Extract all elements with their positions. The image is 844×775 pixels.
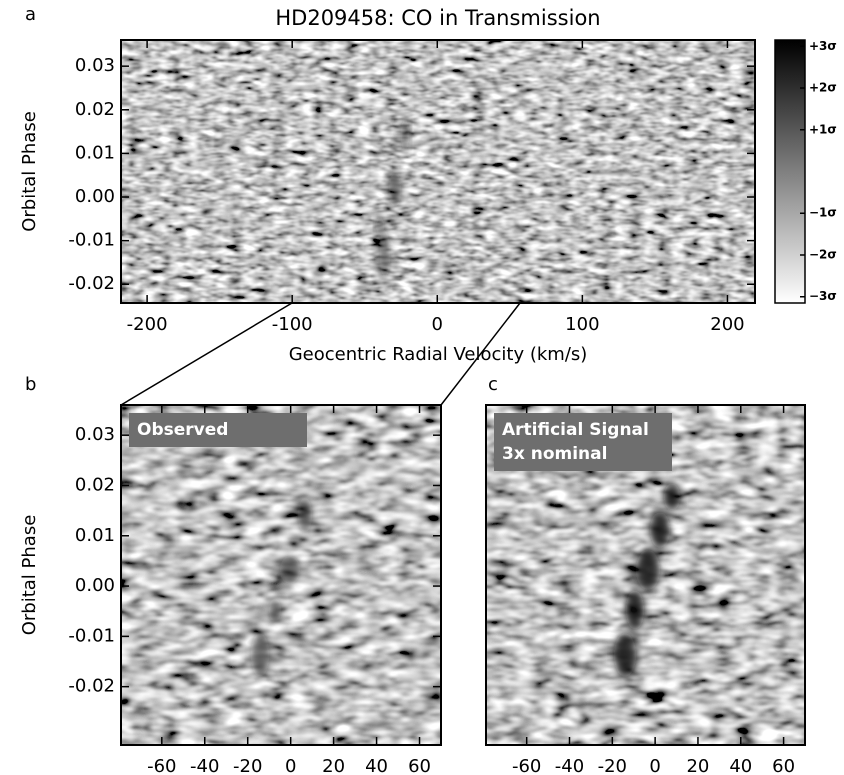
x-tick-label: 40: [365, 756, 388, 775]
y-tick-label: 0.03: [75, 55, 115, 76]
signal-trail: [376, 115, 409, 280]
y-tick-label: 0.01: [75, 525, 115, 546]
trail-blob: [636, 550, 660, 590]
plot-frame: [120, 404, 442, 746]
x-tick-label: 40: [729, 756, 752, 775]
y-tick-label: 0.02: [75, 99, 115, 120]
x-tick-label: 200: [710, 314, 744, 335]
annotation-box: [129, 413, 307, 447]
annotation-box: [494, 413, 672, 471]
trail-blob: [298, 497, 312, 533]
trail-blob: [401, 115, 409, 155]
x-tick-label: 60: [772, 756, 795, 775]
trail-blob: [389, 172, 401, 208]
colorbar-tick-label: +2σ: [809, 81, 837, 95]
signal-trail: [251, 497, 312, 677]
y-axis-label: Orbital Phase: [19, 111, 40, 232]
trail-blob: [269, 598, 281, 622]
x-tick-label: 0: [285, 756, 296, 775]
colorbar-tick-label: −2σ: [809, 247, 837, 261]
trail-blob: [650, 512, 670, 548]
zoom-line: [440, 302, 521, 406]
chart-title: HD209458: CO in Transmission: [275, 6, 600, 30]
x-axis-label: Geocentric Radial Velocity (km/s): [289, 344, 588, 365]
annotation: Artificial Signal: [502, 420, 649, 440]
annotation: 3x nominal: [502, 444, 607, 464]
trail-blob: [664, 483, 680, 511]
x-tick-label: 100: [565, 314, 599, 335]
signal-trail: [614, 483, 680, 677]
x-tick-label: -20: [598, 756, 627, 775]
colorbar-tick-label: −1σ: [809, 206, 837, 220]
x-tick-label: -100: [272, 314, 313, 335]
trail-blob: [251, 633, 269, 677]
x-tick-label: -40: [190, 756, 219, 775]
y-axis-label: Orbital Phase: [19, 515, 40, 636]
annotation: Observed: [137, 420, 228, 440]
y-tick-label: -0.01: [68, 230, 115, 251]
colorbar-tick-label: −3σ: [809, 289, 837, 303]
x-tick-label: 0: [432, 314, 443, 335]
trail-blob: [280, 556, 300, 584]
y-tick-label: -0.02: [68, 676, 115, 697]
y-tick-label: 0.01: [75, 142, 115, 163]
x-tick-label: -20: [233, 756, 262, 775]
x-tick-label: 0: [649, 756, 660, 775]
y-tick-label: -0.02: [68, 273, 115, 294]
colorbar: [774, 39, 806, 304]
plot-frame: [485, 404, 806, 746]
x-tick-label: -60: [512, 756, 541, 775]
y-tick-label: 0.00: [75, 575, 115, 596]
panel-label: c: [488, 374, 498, 395]
x-tick-label: 60: [408, 756, 431, 775]
y-tick-label: -0.01: [68, 625, 115, 646]
x-tick-label: -200: [127, 314, 168, 335]
x-tick-label: 20: [686, 756, 709, 775]
trail-blob: [376, 215, 384, 235]
colorbar-tick-label: +1σ: [809, 122, 837, 136]
x-tick-label: 20: [322, 756, 345, 775]
y-tick-label: 0.02: [75, 474, 115, 495]
colorbar-tick-label: +3σ: [809, 39, 837, 53]
x-tick-label: -40: [555, 756, 584, 775]
zoom-line: [120, 302, 293, 406]
y-tick-label: 0.00: [75, 186, 115, 207]
y-tick-label: 0.03: [75, 424, 115, 445]
panel-label: b: [25, 374, 36, 395]
trail-blob: [614, 633, 636, 677]
x-tick-label: -60: [147, 756, 176, 775]
panel-label: a: [25, 4, 36, 25]
trail-blob: [380, 230, 390, 280]
trail-blob: [626, 590, 644, 630]
heatmap-texture: [121, 40, 755, 303]
